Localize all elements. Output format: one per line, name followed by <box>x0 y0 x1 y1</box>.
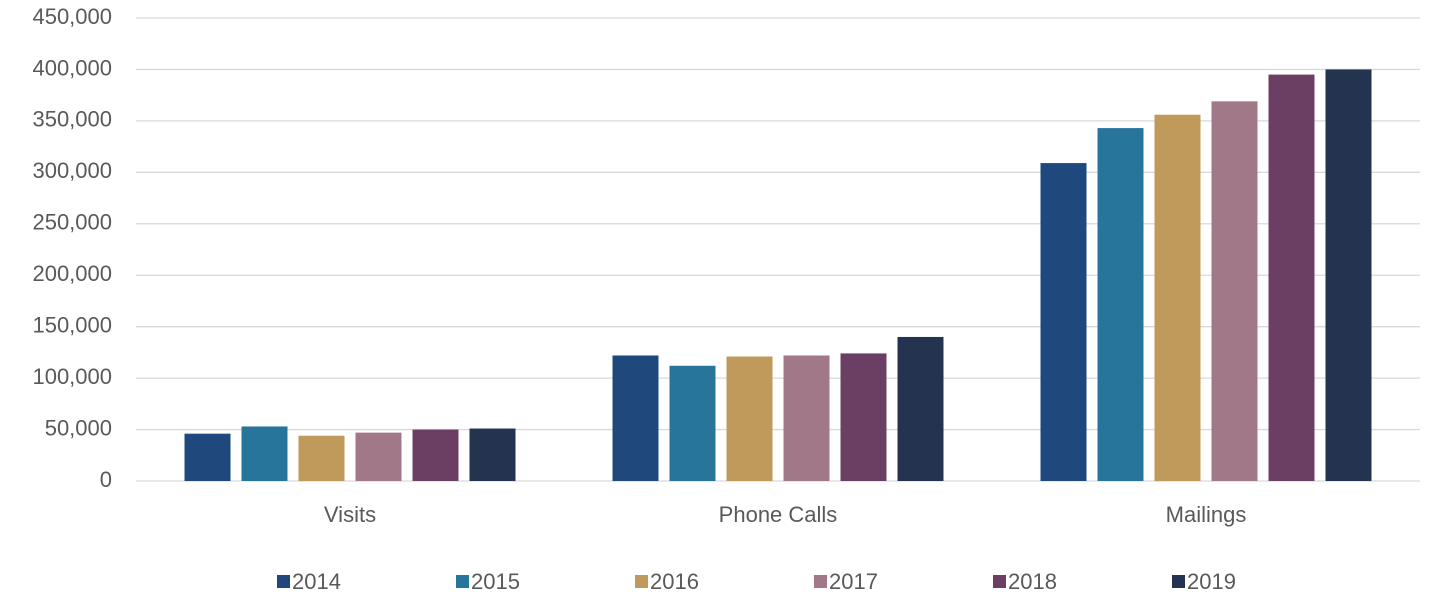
bar <box>298 435 345 481</box>
bar <box>897 336 944 481</box>
y-tick-label: 150,000 <box>32 312 112 337</box>
legend-swatch <box>814 575 827 588</box>
bar <box>1040 163 1087 481</box>
legend-label: 2019 <box>1187 569 1236 594</box>
x-tick-label: Phone Calls <box>719 502 838 527</box>
bar <box>355 432 402 481</box>
legend-label: 2014 <box>292 569 341 594</box>
legend-label: 2018 <box>1008 569 1057 594</box>
bar <box>726 356 773 481</box>
y-tick-label: 100,000 <box>32 364 112 389</box>
y-tick-label: 400,000 <box>32 55 112 80</box>
y-tick-label: 450,000 <box>32 4 112 29</box>
bar <box>1097 128 1144 481</box>
bar <box>612 355 659 481</box>
y-tick-label: 300,000 <box>32 158 112 183</box>
bar <box>412 429 459 481</box>
x-tick-label: Visits <box>324 502 376 527</box>
x-tick-label: Mailings <box>1166 502 1247 527</box>
legend-label: 2016 <box>650 569 699 594</box>
y-tick-label: 50,000 <box>45 415 112 440</box>
bar <box>669 365 716 481</box>
y-tick-label: 250,000 <box>32 210 112 235</box>
legend-swatch <box>635 575 648 588</box>
y-tick-label: 0 <box>100 467 112 492</box>
bar <box>1325 69 1372 481</box>
bar <box>840 353 887 481</box>
legend-swatch <box>277 575 290 588</box>
bar <box>1211 101 1258 481</box>
bar <box>1268 74 1315 481</box>
bar <box>184 433 231 481</box>
bar <box>783 355 830 481</box>
legend-swatch <box>993 575 1006 588</box>
legend-swatch <box>456 575 469 588</box>
bar <box>469 428 516 481</box>
y-tick-label: 200,000 <box>32 261 112 286</box>
legend-label: 2015 <box>471 569 520 594</box>
legend-label: 2017 <box>829 569 878 594</box>
bar <box>241 426 288 481</box>
y-tick-label: 350,000 <box>32 107 112 132</box>
legend-swatch <box>1172 575 1185 588</box>
bar <box>1154 114 1201 482</box>
